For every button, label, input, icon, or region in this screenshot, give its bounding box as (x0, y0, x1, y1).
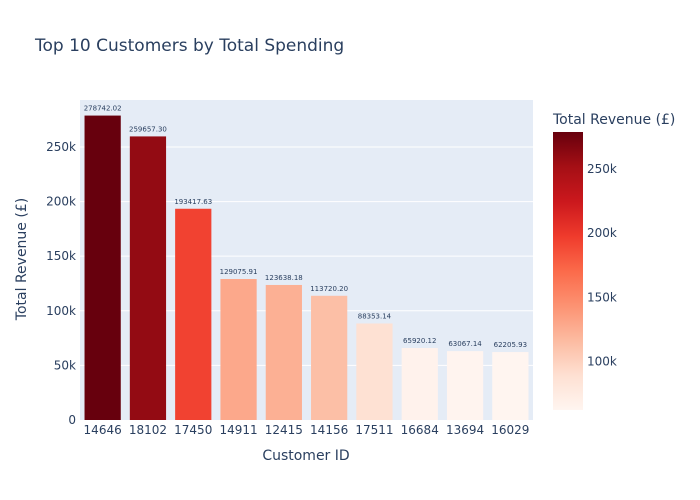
x-tick-label: 16029 (491, 423, 529, 437)
x-axis-ticks: 14646 18102 17450 14911 12415 14156 17511 16684… (84, 423, 530, 437)
bar (492, 352, 529, 420)
bar (129, 136, 167, 421)
x-tick-label: 14646 (84, 423, 122, 437)
bar-value-label: 62205.93 (494, 341, 527, 349)
bar (311, 295, 348, 420)
bar-value-label: 123638.18 (265, 274, 303, 282)
bar (175, 208, 212, 420)
bar (84, 115, 121, 421)
x-tick-label: 16684 (401, 423, 439, 437)
y-axis-ticks: 0 50k 100k 150k 200k 250k (46, 140, 76, 427)
x-tick-label: 18102 (129, 423, 167, 437)
bar-value-label: 193417.63 (174, 198, 212, 206)
bar-value-label: 278742.02 (84, 105, 122, 113)
bar (356, 323, 393, 420)
y-tick-label: 150k (46, 249, 76, 263)
x-tick-label: 17511 (355, 423, 393, 437)
x-tick-label: 14911 (219, 423, 257, 437)
bar-value-label: 129075.91 (220, 268, 258, 276)
y-axis-title: Total Revenue (£) (14, 198, 30, 321)
bar-value-label: 88353.14 (358, 313, 392, 321)
bar (265, 284, 302, 420)
bar-value-label: 63067.14 (448, 340, 482, 348)
colorbar-tick-label: 200k (587, 226, 617, 240)
colorbar (553, 132, 583, 410)
colorbar-tick-label: 100k (587, 354, 617, 368)
bar-value-label: 113720.20 (310, 285, 348, 293)
bar (220, 279, 257, 420)
y-tick-label: 50k (54, 358, 76, 372)
chart-title: Top 10 Customers by Total Spending (34, 36, 344, 56)
bar (401, 348, 438, 420)
bar-value-label: 259657.30 (129, 125, 167, 133)
colorbar-ticks: 100k 150k 200k 250k (587, 162, 617, 369)
colorbar-title: Total Revenue (£) (552, 112, 675, 128)
colorbar-tick-label: 250k (587, 162, 617, 176)
bar-value-label: 65920.12 (403, 337, 436, 345)
y-tick-label: 0 (68, 413, 76, 427)
x-tick-label: 12415 (265, 423, 303, 437)
y-tick-label: 100k (46, 304, 76, 318)
bar (446, 351, 484, 420)
x-tick-label: 17450 (174, 423, 212, 437)
x-tick-label: 13694 (446, 423, 484, 437)
colorbar-tick-label: 150k (587, 290, 617, 304)
y-tick-label: 250k (46, 140, 76, 154)
x-axis-title: Customer ID (262, 448, 349, 464)
bars (84, 115, 529, 421)
y-tick-label: 200k (46, 195, 76, 209)
bar-value-labels: 278742.02 259657.30 193417.63 129075.91 1236… (84, 105, 527, 349)
x-tick-label: 14156 (310, 423, 348, 437)
